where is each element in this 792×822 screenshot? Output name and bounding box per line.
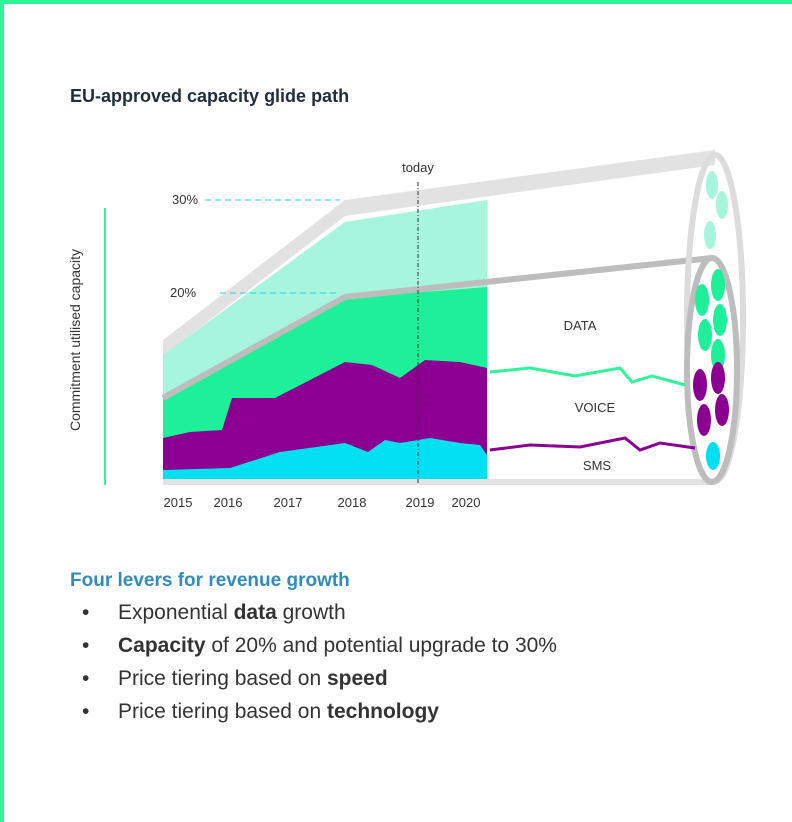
layer-label: VOICE xyxy=(575,400,616,415)
outer-tube xyxy=(163,150,715,356)
bullet: Exponential data growth xyxy=(82,596,557,629)
bold-text: technology xyxy=(326,700,439,723)
y-axis-label: Commitment utilised capacity xyxy=(67,249,83,431)
bullet-list: Exponential data growth Capacity of 20% … xyxy=(70,596,557,728)
year-label: 2018 xyxy=(338,495,367,510)
area-sms xyxy=(163,438,487,482)
inner-tube xyxy=(161,255,713,401)
text: Price tiering based on xyxy=(118,667,327,690)
title: EU-approved capacity glide path xyxy=(70,86,349,106)
bold-text: speed xyxy=(326,667,388,690)
year-label: 2017 xyxy=(274,495,303,510)
bullet: Capacity of 20% and potential upgrade to… xyxy=(82,629,557,662)
text: Price tiering based on xyxy=(118,700,327,723)
bullet: Price tiering based on speed xyxy=(82,662,557,695)
bold-text: Capacity xyxy=(118,634,206,657)
year-label: 2016 xyxy=(214,495,243,510)
year-label: 2020 xyxy=(452,495,481,510)
layer-label: SMS xyxy=(583,458,612,473)
capacity-label: 20% xyxy=(170,285,196,300)
levers-heading: Four levers for revenue growth xyxy=(70,570,350,591)
text: of 20% and potential upgrade to 30% xyxy=(205,634,557,657)
bullet: Price tiering based on technology xyxy=(82,695,557,728)
text: Exponential xyxy=(118,601,234,624)
levers: Four levers for revenue growth Exponenti… xyxy=(70,570,557,728)
layer-label: DATA xyxy=(564,318,597,333)
text: growth xyxy=(276,601,346,624)
capacity-label: 30% xyxy=(172,192,198,207)
year-label: 2015 xyxy=(164,495,193,510)
voice-line xyxy=(489,436,696,452)
data-line xyxy=(489,366,686,387)
bold-text: data xyxy=(233,601,277,624)
data-dots xyxy=(704,171,728,249)
year-label: 2019 xyxy=(406,495,435,510)
inner-dots xyxy=(693,269,729,470)
today-label: today xyxy=(402,160,434,175)
